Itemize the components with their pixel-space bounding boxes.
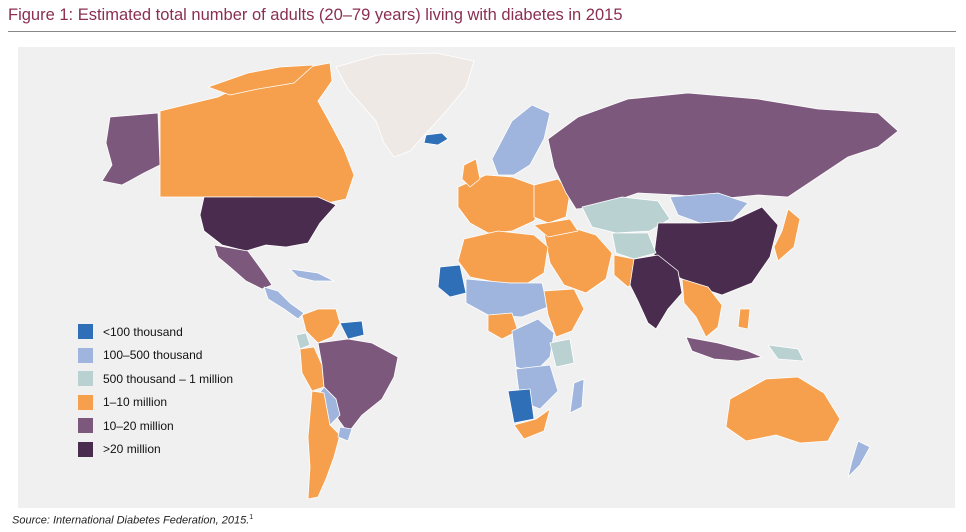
legend-swatch xyxy=(78,441,93,457)
legend-item: <100 thousand xyxy=(78,320,233,344)
region-scandinavia xyxy=(491,104,551,176)
region-iceland xyxy=(423,132,449,146)
title-divider xyxy=(8,31,956,32)
region-japan xyxy=(773,208,801,262)
legend-swatch xyxy=(78,324,93,340)
legend-swatch xyxy=(78,371,93,387)
region-turkey xyxy=(533,218,579,238)
region-sahel xyxy=(465,278,549,318)
region-caribbean xyxy=(289,268,335,282)
region-alaska xyxy=(101,112,161,186)
region-mexico xyxy=(213,244,273,290)
legend-label: <100 thousand xyxy=(103,324,183,339)
region-central-asia xyxy=(611,232,657,260)
legend-label: 1–10 million xyxy=(103,395,168,410)
region-north-africa xyxy=(457,230,549,284)
region-russia xyxy=(547,92,899,210)
region-new-guinea xyxy=(767,344,805,362)
legend-label: 100–500 thousand xyxy=(103,348,203,363)
source-reference: 1 xyxy=(249,514,254,521)
legend-swatch xyxy=(78,418,93,434)
region-nigeria xyxy=(487,312,519,340)
region-west-africa xyxy=(437,264,467,298)
region-indonesia xyxy=(685,336,763,362)
legend-item: >20 million xyxy=(78,438,233,462)
source-note: Source: International Diabetes Federatio… xyxy=(12,514,253,527)
legend-swatch xyxy=(78,394,93,410)
region-central-africa xyxy=(511,318,555,374)
world-map xyxy=(101,52,899,500)
map-panel xyxy=(18,47,955,508)
source-text: Source: International Diabetes Federatio… xyxy=(12,514,250,527)
region-madagascar xyxy=(569,378,585,414)
region-new-zealand xyxy=(847,440,871,478)
map-legend: <100 thousand 100–500 thousand 500 thous… xyxy=(78,320,233,461)
region-canada-islands xyxy=(207,64,315,96)
region-uk xyxy=(461,158,481,188)
legend-label: 10–20 million xyxy=(103,418,174,433)
region-india xyxy=(629,254,683,330)
legend-item: 100–500 thousand xyxy=(78,344,233,368)
region-east-africa xyxy=(543,288,585,338)
legend-item: 10–20 million xyxy=(78,414,233,438)
legend-item: 500 thousand – 1 million xyxy=(78,367,233,391)
region-argentina-chile xyxy=(307,390,341,500)
region-australia xyxy=(725,376,841,444)
figure-title: Figure 1: Estimated total number of adul… xyxy=(8,6,623,24)
region-namibia-botswana xyxy=(507,388,535,424)
region-usa xyxy=(199,196,337,252)
region-western-europe xyxy=(457,174,545,234)
region-greenland xyxy=(335,52,475,158)
region-central-america xyxy=(263,286,305,320)
region-kenya xyxy=(549,338,575,368)
region-southeast-asia xyxy=(681,278,723,338)
region-guianas xyxy=(339,320,365,340)
region-ecuador xyxy=(295,332,311,350)
region-colombia-venezuela xyxy=(301,308,341,344)
legend-label: >20 million xyxy=(103,442,161,457)
legend-item: 1–10 million xyxy=(78,391,233,415)
region-philippines xyxy=(737,308,751,330)
legend-swatch xyxy=(78,347,93,363)
region-eastern-europe xyxy=(533,178,571,224)
region-uruguay xyxy=(337,426,353,442)
region-middle-east xyxy=(543,226,613,294)
region-south-africa xyxy=(513,408,551,440)
legend-label: 500 thousand – 1 million xyxy=(103,371,234,386)
